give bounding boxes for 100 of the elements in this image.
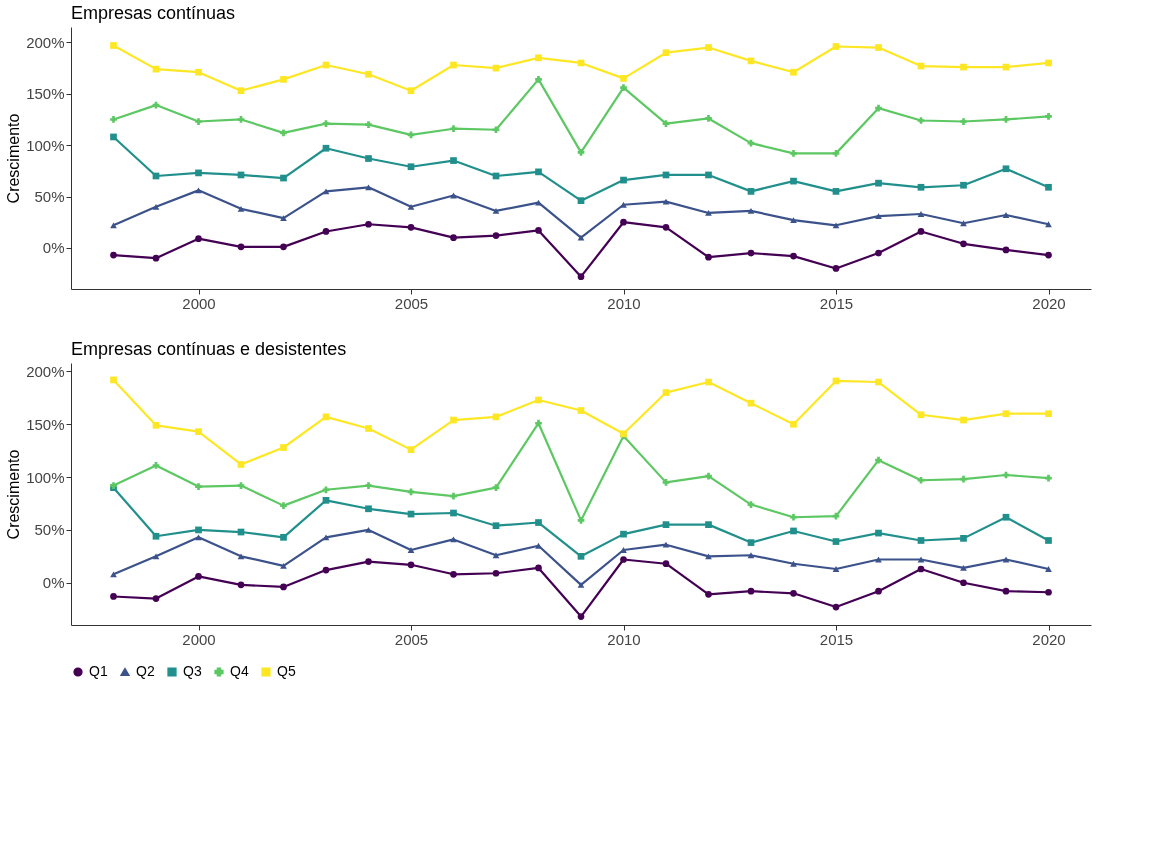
point	[365, 184, 372, 191]
point	[280, 533, 287, 541]
point	[195, 68, 202, 76]
point	[747, 587, 755, 595]
point	[322, 534, 330, 541]
legend-label: Q2	[136, 663, 155, 679]
point	[917, 117, 925, 124]
point	[237, 116, 245, 123]
point	[195, 534, 202, 541]
point	[535, 76, 542, 83]
point	[237, 482, 245, 489]
point	[407, 203, 415, 210]
point	[280, 129, 287, 137]
point	[790, 560, 797, 567]
point	[237, 461, 245, 468]
point	[450, 125, 457, 133]
y-tick-label: 100%	[26, 136, 65, 154]
point	[450, 416, 457, 424]
point	[237, 87, 245, 95]
point	[1002, 165, 1010, 173]
y-tick-label: 0%	[42, 574, 65, 592]
point	[535, 564, 542, 572]
point	[1045, 113, 1052, 120]
point	[960, 118, 967, 125]
point	[365, 425, 372, 432]
point	[790, 252, 797, 260]
legend-label: Q5	[277, 663, 296, 679]
point	[875, 587, 882, 595]
point	[662, 560, 670, 568]
point	[662, 198, 670, 205]
point	[110, 116, 117, 123]
point	[152, 203, 160, 210]
point	[960, 579, 967, 587]
point	[875, 249, 882, 257]
point	[747, 539, 755, 546]
point	[450, 61, 457, 69]
point	[832, 566, 840, 572]
point	[365, 558, 372, 565]
chart-title: Empresas contínuas	[71, 3, 236, 23]
point	[1045, 183, 1052, 191]
point	[832, 188, 840, 195]
point	[747, 249, 755, 257]
point	[110, 571, 117, 578]
point	[705, 378, 712, 386]
point	[492, 569, 500, 577]
point	[790, 513, 797, 521]
point	[450, 157, 457, 164]
point	[322, 486, 330, 494]
point	[492, 232, 500, 239]
point	[110, 42, 117, 49]
point	[577, 197, 585, 204]
point	[237, 205, 245, 212]
point	[620, 176, 627, 184]
point	[195, 428, 202, 436]
point	[365, 121, 372, 128]
point	[960, 475, 967, 483]
point	[917, 411, 925, 419]
point	[110, 133, 117, 141]
y-axis-title: Crescimento	[5, 449, 23, 540]
y-tick-label: 0%	[42, 239, 65, 257]
point	[832, 603, 840, 611]
point	[705, 210, 712, 216]
chart-title: Empresas contínuas e desistentes	[71, 339, 347, 359]
point	[1045, 537, 1052, 544]
point	[1002, 246, 1010, 254]
point	[492, 522, 500, 530]
point	[577, 273, 585, 281]
point	[705, 472, 712, 480]
point	[577, 581, 585, 588]
point	[1045, 588, 1052, 596]
point	[917, 556, 925, 563]
point	[450, 492, 457, 500]
point	[790, 420, 797, 428]
x-tick-label: 2000	[182, 630, 216, 648]
y-axis-title: Crescimento	[5, 113, 23, 204]
point	[705, 591, 712, 598]
point	[152, 532, 160, 540]
point	[960, 63, 967, 71]
point	[110, 251, 117, 259]
point	[280, 444, 287, 451]
point	[280, 502, 287, 509]
point	[747, 208, 755, 214]
point	[790, 150, 797, 157]
point	[195, 483, 202, 490]
point	[662, 521, 670, 528]
y-tick-label: 150%	[26, 415, 65, 433]
x-tick-label: 2005	[394, 294, 429, 312]
point	[875, 529, 882, 537]
point	[365, 527, 372, 533]
point	[280, 174, 287, 182]
point	[280, 562, 287, 569]
point	[450, 509, 457, 517]
point	[832, 222, 840, 229]
point	[1045, 474, 1052, 482]
point	[492, 552, 500, 559]
point	[1045, 566, 1052, 572]
point	[790, 177, 797, 185]
point	[917, 211, 925, 217]
point	[365, 220, 372, 228]
point	[365, 70, 372, 78]
